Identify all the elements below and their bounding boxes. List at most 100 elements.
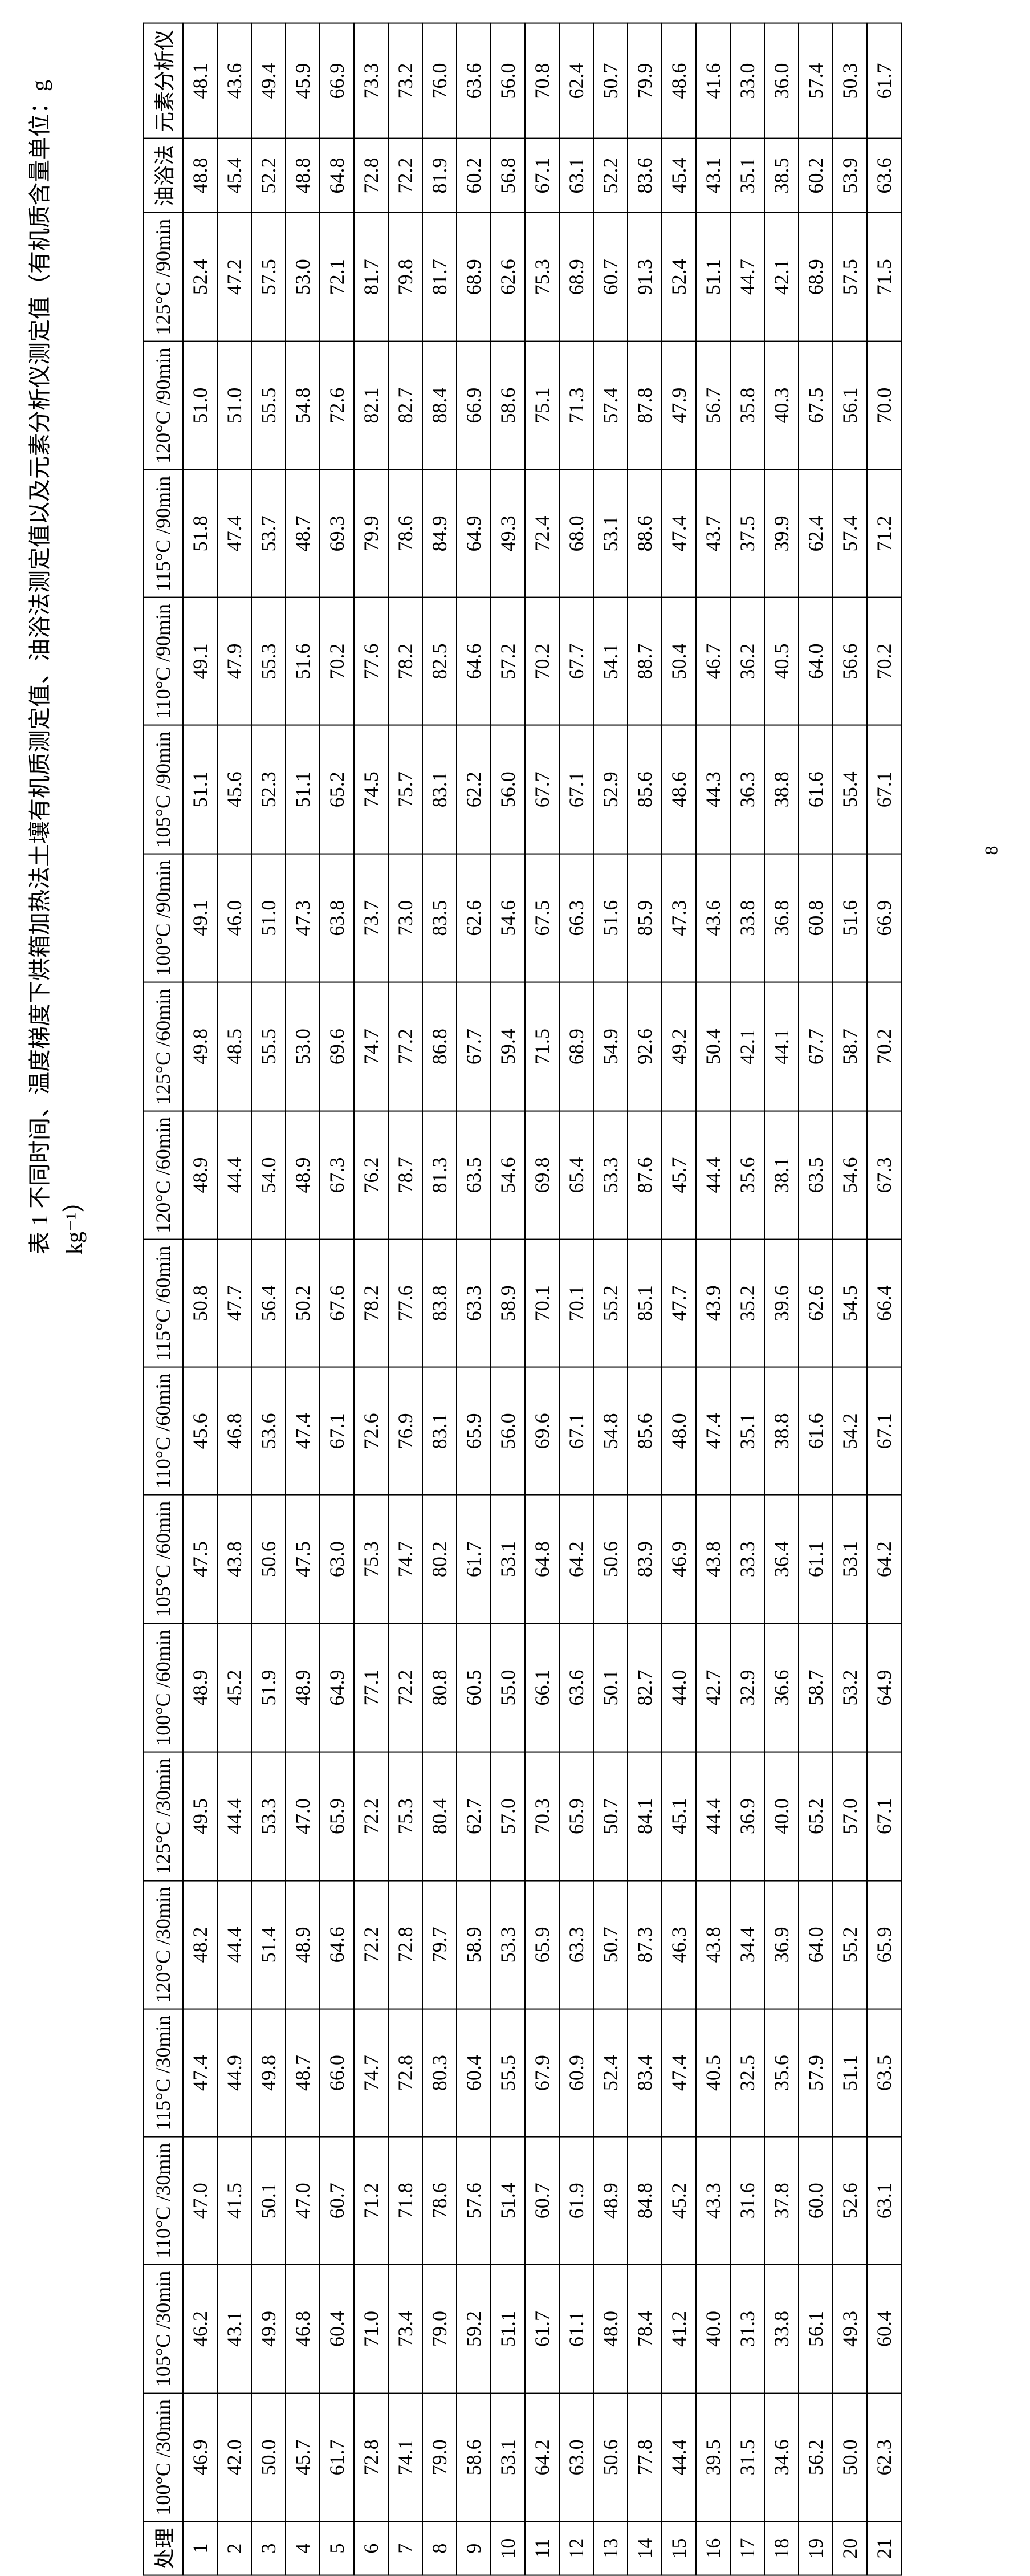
cell-value: 54.1 (593, 598, 628, 725)
cell-value: 56.0 (491, 725, 525, 854)
cell-value: 49.8 (183, 982, 217, 1111)
cell-value: 46.7 (696, 598, 730, 725)
cell-value: 74.5 (354, 725, 388, 854)
cell-value: 51.4 (491, 2137, 525, 2265)
cell-value: 40.3 (764, 341, 799, 469)
cell-value: 58.9 (457, 1880, 491, 2009)
cell-value: 47.4 (662, 470, 696, 598)
cell-value: 48.9 (286, 1623, 320, 1752)
cell-value: 49.3 (833, 2265, 867, 2393)
cell-value: 67.5 (799, 341, 833, 469)
cell-value: 47.9 (217, 598, 251, 725)
cell-value: 51.9 (251, 1623, 286, 1752)
table-row: 1956.256.160.057.964.065.258.761.161.662… (799, 23, 833, 2575)
cell-value: 67.6 (320, 1240, 354, 1367)
table-caption: 表 1 不同时间、温度梯度下烘箱加热法土壤有机质测定值、油浴法测定值以及元素分析… (23, 23, 91, 1277)
cell-value: 67.1 (559, 725, 593, 854)
cell-value: 51.1 (491, 2265, 525, 2393)
cell-value: 53.1 (491, 1495, 525, 1623)
cell-value: 62.3 (867, 2393, 901, 2521)
table-row: 2162.360.463.163.565.967.164.964.267.166… (867, 23, 901, 2575)
cell-value: 55.2 (833, 1880, 867, 2009)
cell-value: 85.1 (628, 1240, 662, 1367)
cell-value: 78.2 (354, 1240, 388, 1367)
cell-analyzer: 61.7 (867, 23, 901, 139)
cell-value: 43.8 (696, 1880, 730, 2009)
cell-value: 43.6 (696, 854, 730, 982)
cell-value: 74.1 (388, 2393, 422, 2521)
cell-value: 67.7 (799, 982, 833, 1111)
cell-value: 65.4 (559, 1111, 593, 1239)
cell-value: 55.2 (593, 1240, 628, 1367)
cell-value: 71.5 (867, 213, 901, 341)
cell-value: 43.1 (217, 2265, 251, 2393)
cell-analyzer: 50.3 (833, 23, 867, 139)
col-cond-7: 105°C /60min (143, 1495, 183, 1623)
cell-value: 32.9 (730, 1623, 764, 1752)
cell-id: 20 (833, 2522, 867, 2575)
cell-id: 13 (593, 2522, 628, 2575)
cell-id: 14 (628, 2522, 662, 2575)
cell-value: 37.5 (730, 470, 764, 598)
col-analyzer: 元素分析仪 (143, 23, 183, 139)
cell-value: 38.8 (764, 725, 799, 854)
col-cond-5: 125°C /30min (143, 1752, 183, 1880)
cell-value: 73.7 (354, 854, 388, 982)
col-treatment: 处理 (143, 2522, 183, 2575)
cell-value: 52.6 (833, 2137, 867, 2265)
cell-value: 31.6 (730, 2137, 764, 2265)
cell-value: 47.0 (286, 1752, 320, 1880)
cell-value: 70.2 (525, 598, 559, 725)
cell-value: 51.1 (833, 2009, 867, 2137)
cell-value: 54.5 (833, 1240, 867, 1367)
cell-value: 63.3 (457, 1240, 491, 1367)
cell-value: 74.7 (354, 2009, 388, 2137)
cell-value: 64.8 (525, 1495, 559, 1623)
cell-value: 78.6 (388, 470, 422, 598)
cell-value: 56.1 (833, 341, 867, 469)
cell-value: 87.6 (628, 1111, 662, 1239)
cell-value: 47.4 (696, 1367, 730, 1495)
cell-value: 37.8 (764, 2137, 799, 2265)
table-row: 879.079.078.680.379.780.480.880.283.183.… (422, 23, 457, 2575)
cell-value: 75.3 (525, 213, 559, 341)
cell-value: 84.9 (422, 470, 457, 598)
col-cond-10: 120°C /60min (143, 1111, 183, 1239)
cell-value: 59.2 (457, 2265, 491, 2393)
cell-value: 73.4 (388, 2265, 422, 2393)
col-cond-2: 110°C /30min (143, 2137, 183, 2265)
cell-value: 40.0 (764, 1752, 799, 1880)
cell-value: 68.9 (457, 213, 491, 341)
cell-value: 48.0 (662, 1367, 696, 1495)
cell-value: 69.6 (320, 982, 354, 1111)
cell-value: 46.2 (183, 2265, 217, 2393)
cell-value: 40.5 (764, 598, 799, 725)
cell-value: 64.9 (867, 1623, 901, 1752)
cell-analyzer: 76.0 (422, 23, 457, 139)
cell-value: 44.4 (217, 1111, 251, 1239)
cell-value: 35.2 (730, 1240, 764, 1367)
cell-value: 51.0 (183, 341, 217, 469)
cell-value: 60.4 (457, 2009, 491, 2137)
cell-value: 36.6 (764, 1623, 799, 1752)
cell-value: 79.8 (388, 213, 422, 341)
cell-analyzer: 41.6 (696, 23, 730, 139)
table-row: 958.659.257.660.458.962.760.561.765.963.… (457, 23, 491, 2575)
cell-value: 51.6 (286, 598, 320, 725)
cell-value: 64.0 (799, 1880, 833, 2009)
cell-value: 48.5 (217, 982, 251, 1111)
cell-value: 80.3 (422, 2009, 457, 2137)
cell-value: 53.6 (251, 1367, 286, 1495)
cell-value: 47.2 (217, 213, 251, 341)
cell-analyzer: 36.0 (764, 23, 799, 139)
cell-value: 47.5 (286, 1495, 320, 1623)
cell-value: 58.6 (491, 341, 525, 469)
cell-analyzer: 66.9 (320, 23, 354, 139)
cell-value: 83.1 (422, 1367, 457, 1495)
cell-value: 51.8 (183, 470, 217, 598)
cell-value: 72.8 (388, 1880, 422, 2009)
cell-value: 40.0 (696, 2265, 730, 2393)
cell-value: 52.4 (593, 2009, 628, 2137)
cell-value: 49.2 (662, 982, 696, 1111)
cell-value: 44.1 (764, 982, 799, 1111)
